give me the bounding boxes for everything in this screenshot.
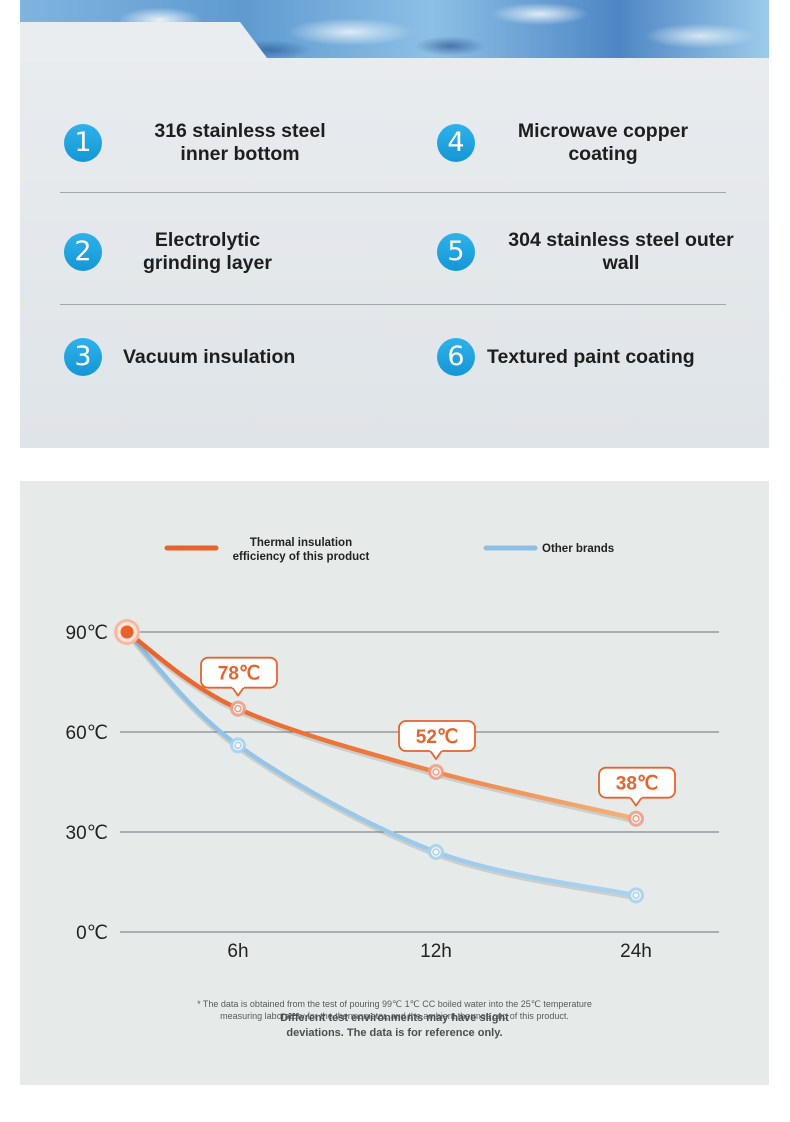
y-tick-label: 90℃ bbox=[66, 623, 108, 644]
feature-number-badge: 4 bbox=[437, 124, 475, 162]
x-tick-label: 12h bbox=[420, 941, 452, 962]
data-point-marker bbox=[628, 810, 644, 827]
divider bbox=[60, 304, 726, 305]
footnote-disclaimer: Different test environments may have sli… bbox=[280, 1012, 509, 1039]
feature-number-badge: 1 bbox=[64, 124, 102, 162]
feature-item-6: 6 Textured paint coating bbox=[437, 338, 695, 376]
x-tick-label: 6h bbox=[227, 941, 248, 962]
series-line-this-product bbox=[124, 629, 639, 821]
legend-label-this-product: Thermal insulation efficiency of this pr… bbox=[232, 537, 370, 563]
divider bbox=[60, 192, 726, 193]
y-tick-label: 0℃ bbox=[76, 923, 108, 944]
y-tick-label: 30℃ bbox=[66, 823, 108, 844]
feature-item-3: 3 Vacuum insulation bbox=[64, 338, 295, 376]
data-label-text: 52℃ bbox=[416, 727, 458, 748]
feature-label: Vacuum insulation bbox=[123, 345, 296, 368]
feature-number-badge: 3 bbox=[64, 338, 102, 376]
feature-label: Microwave copper coating bbox=[517, 120, 689, 165]
water-image-edge bbox=[20, 22, 270, 62]
feature-label: 316 stainless steel inner bottom bbox=[154, 120, 326, 165]
feature-number-badge: 6 bbox=[437, 338, 475, 376]
chart-panel: Thermal insulation efficiency of this pr… bbox=[20, 481, 769, 1085]
feature-label: 304 stainless steel outer wall bbox=[508, 229, 734, 274]
feature-number-badge: 5 bbox=[437, 233, 475, 271]
feature-label: Electrolytic grinding layer bbox=[143, 229, 272, 274]
feature-number-badge: 2 bbox=[64, 233, 102, 271]
series-line-shadow bbox=[125, 633, 637, 824]
feature-label: Textured paint coating bbox=[487, 345, 695, 368]
feature-item-4: 4 Microwave copper coating bbox=[437, 120, 713, 166]
data-point-marker bbox=[230, 700, 246, 717]
data-label-callout: 38℃ bbox=[598, 766, 676, 807]
legend-label-other-brands: Other brands bbox=[542, 543, 615, 555]
x-tick-label: 24h bbox=[620, 941, 652, 962]
data-label-callout: 78℃ bbox=[200, 656, 278, 697]
data-point-marker bbox=[428, 764, 444, 780]
data-label-text: 78℃ bbox=[218, 664, 260, 685]
data-label-text: 38℃ bbox=[616, 774, 658, 795]
temperature-line-chart: 90℃ 60℃ 30℃ 0℃ 6h 12h 24h 78℃ 52℃ 38℃ bbox=[66, 545, 719, 962]
features-panel: 1 316 stainless steel inner bottom 4 Mic… bbox=[20, 0, 769, 448]
data-point-marker bbox=[230, 737, 246, 754]
data-label-callout: 52℃ bbox=[398, 720, 476, 760]
footnote-small: * The data is obtained from the test of … bbox=[197, 999, 592, 1021]
data-point-marker bbox=[628, 887, 644, 904]
feature-item-1: 1 316 stainless steel inner bottom bbox=[64, 120, 360, 166]
data-point-marker bbox=[428, 844, 444, 860]
feature-item-2: 2 Electrolytic grinding layer bbox=[64, 229, 295, 275]
series-line-other-brands bbox=[124, 629, 639, 898]
feature-item-5: 5 304 stainless steel outer wall bbox=[437, 229, 751, 275]
start-point-marker bbox=[114, 619, 140, 645]
y-tick-label: 60℃ bbox=[66, 723, 108, 744]
